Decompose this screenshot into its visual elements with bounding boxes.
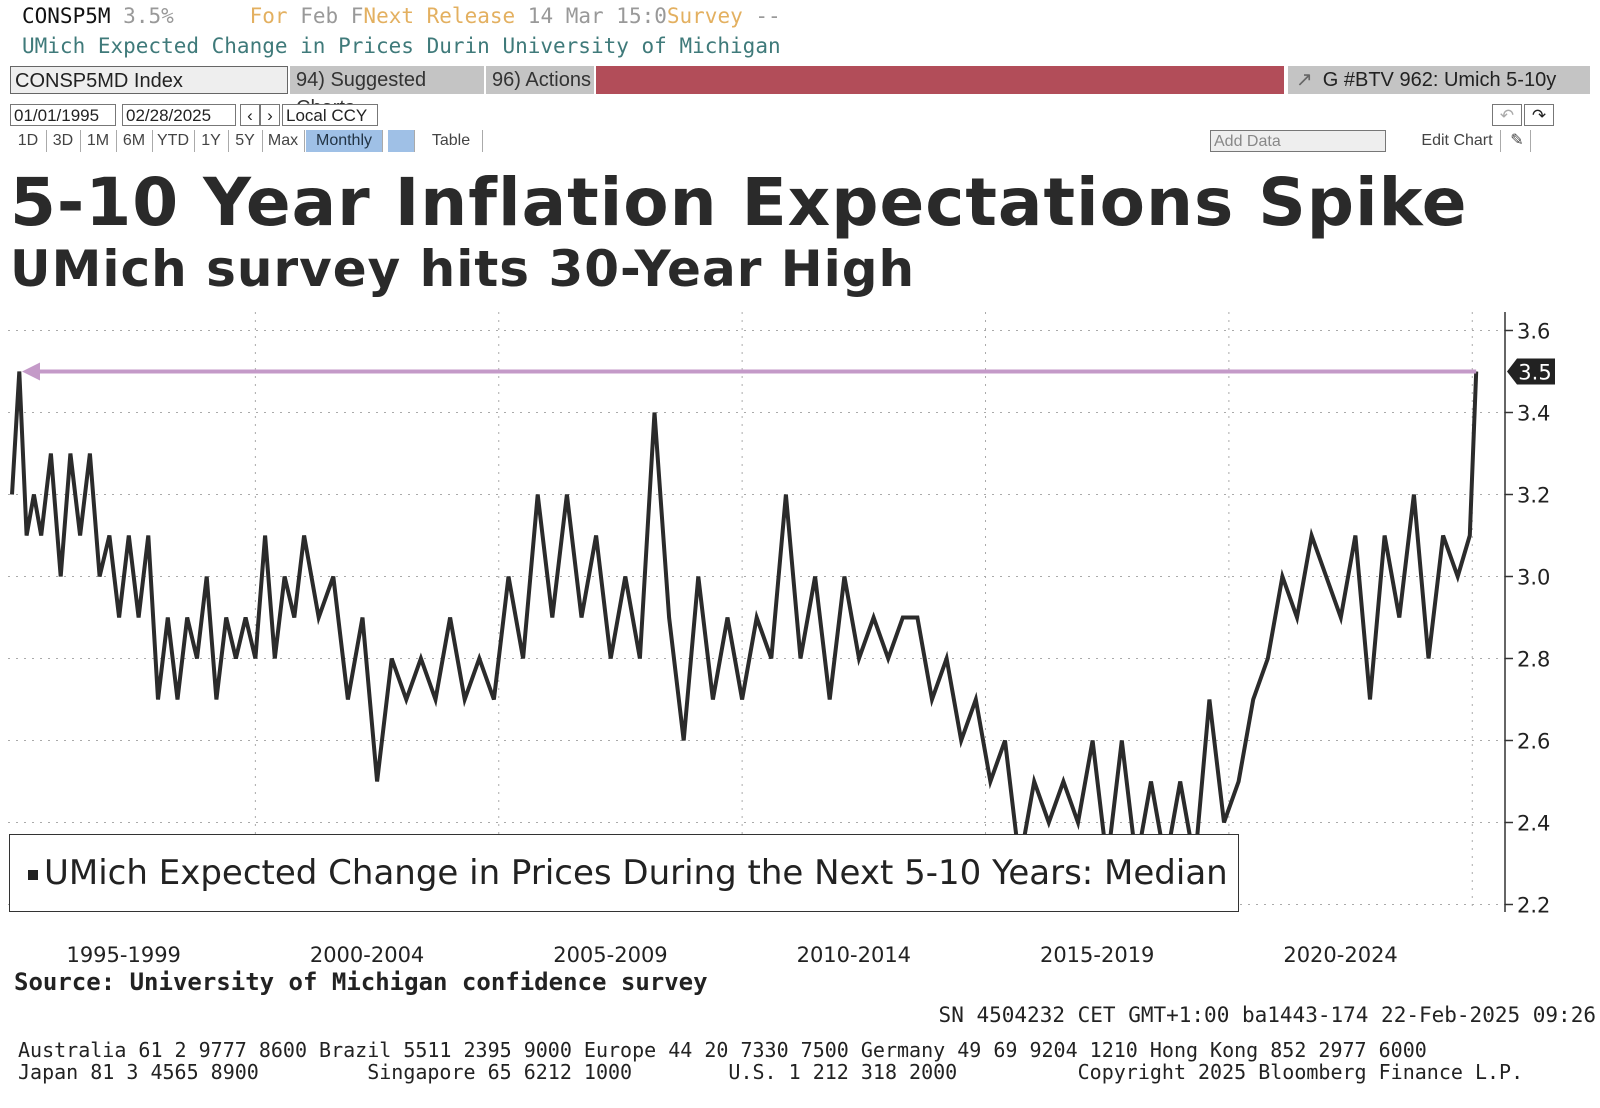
tab-ytd[interactable]: YTD (152, 130, 195, 152)
for-label: For (249, 4, 288, 28)
x-tick-label: 2000-2004 (310, 943, 424, 967)
index-input[interactable]: CONSP5MD Index (10, 66, 288, 94)
title-bar-fill (596, 66, 1284, 94)
tab-5y[interactable]: 5Y (228, 130, 263, 152)
tab-1y[interactable]: 1Y (194, 130, 229, 152)
chart-id: G #BTV 962: Umich 5-10y (1322, 69, 1557, 91)
ticker[interactable]: CONSP5M (22, 4, 111, 28)
chart-type-icon[interactable] (388, 130, 415, 152)
source-note: Source: University of Michigan confidenc… (14, 968, 708, 996)
currency-select[interactable]: Local CCY (282, 104, 378, 126)
chart-id-label[interactable]: ↗ G #BTV 962: Umich 5-10y (1288, 66, 1590, 94)
x-tick-label: 2005-2009 (553, 943, 667, 967)
tab-max[interactable]: Max (262, 130, 305, 152)
legend-label: UMich Expected Change in Prices During t… (44, 853, 1228, 893)
actions-button[interactable]: 96) Actions (486, 66, 594, 94)
command-bar: CONSP5MD Index 94) Suggested Charts 96) … (10, 66, 1590, 119)
chart-subtitle: UMich survey hits 30-Year High (10, 240, 916, 298)
footer-contacts-1: Australia 61 2 9777 8600 Brazil 5511 239… (18, 1038, 1427, 1062)
frequency-select[interactable]: Monthly (306, 130, 383, 152)
table-button[interactable]: Table (420, 130, 483, 152)
legend: UMich Expected Change in Prices During t… (9, 834, 1239, 912)
edit-chart-icon[interactable]: ✎ (1504, 130, 1531, 152)
suggested-charts-button[interactable]: 94) Suggested Charts (290, 66, 484, 119)
next-arrow-icon[interactable]: › (260, 104, 280, 126)
tab-3d[interactable]: 3D (46, 130, 81, 152)
period: Feb F (300, 4, 364, 28)
footer-contacts-2: Japan 81 3 4565 8900 Singapore 65 6212 1… (18, 1060, 1524, 1084)
x-tick-label: 1995-1999 (66, 943, 180, 967)
x-axis-ticks: 1995-1999 2000-2004 2005-2009 2010-2014 2015… (66, 943, 1397, 967)
security-description: UMich Expected Change in Prices Durin (22, 34, 490, 58)
y-tick-label: 2.2 (1517, 894, 1550, 918)
security-description-row: UMich Expected Change in Prices Durin Un… (22, 34, 781, 58)
y-tick-label: 3.0 (1517, 566, 1550, 590)
series-line (10, 371, 1479, 864)
x-tick-label: 2010-2014 (797, 943, 911, 967)
y-tick-label: 3.6 (1517, 320, 1550, 344)
add-data-input[interactable]: Add Data (1210, 130, 1386, 152)
tab-1d[interactable]: 1D (10, 130, 47, 152)
y-axis: 3.6 3.4 3.2 3.0 2.8 2.6 2.4 2.2 (1504, 312, 1550, 918)
reference-arrowhead (22, 362, 40, 381)
survey-label: Survey (666, 4, 743, 28)
x-tick-label: 2020-2024 (1283, 943, 1397, 967)
end-date-input[interactable]: 02/28/2025 (122, 104, 236, 126)
series-layer (10, 371, 1479, 864)
next-release-label: Next Release (363, 4, 516, 28)
last-value-box (1507, 358, 1555, 385)
y-tick-label: 2.8 (1517, 648, 1550, 672)
tab-1m[interactable]: 1M (80, 130, 117, 152)
chart-title: 5-10 Year Inflation Expectations Spike (10, 164, 1468, 241)
source-name: University of Michigan (502, 34, 781, 58)
timestamp: SN 4504232 CET GMT+1:00 ba1443-174 22-Fe… (938, 1003, 1596, 1027)
undo-icon[interactable]: ↶ (1492, 104, 1522, 126)
start-date-input[interactable]: 01/01/1995 (10, 104, 116, 126)
survey-value: -- (755, 4, 781, 28)
y-tick-label: 2.6 (1517, 730, 1550, 754)
last-value-layer: 3.5 (1507, 358, 1555, 385)
prev-arrow-icon[interactable]: ‹ (240, 104, 260, 126)
redo-icon[interactable]: ↷ (1524, 104, 1554, 126)
y-tick-label: 3.4 (1517, 402, 1550, 426)
last-value-label: 3.5 (1518, 361, 1551, 385)
legend-marker (28, 869, 38, 880)
y-tick-label: 2.4 (1517, 812, 1550, 836)
security-header: CONSP5M 3.5% For Feb FNext Release 14 Ma… (22, 4, 781, 28)
next-release-value: 14 Mar 15:0 (527, 4, 667, 28)
external-link-icon[interactable]: ↗ (1296, 69, 1313, 91)
edit-chart-button[interactable]: Edit Chart (1414, 130, 1501, 152)
x-tick-label: 2015-2019 (1040, 943, 1154, 967)
tab-6m[interactable]: 6M (116, 130, 153, 152)
last-value: 3.5% (123, 4, 174, 28)
y-tick-label: 3.2 (1517, 484, 1550, 508)
reference-arrow-layer (22, 362, 1477, 381)
